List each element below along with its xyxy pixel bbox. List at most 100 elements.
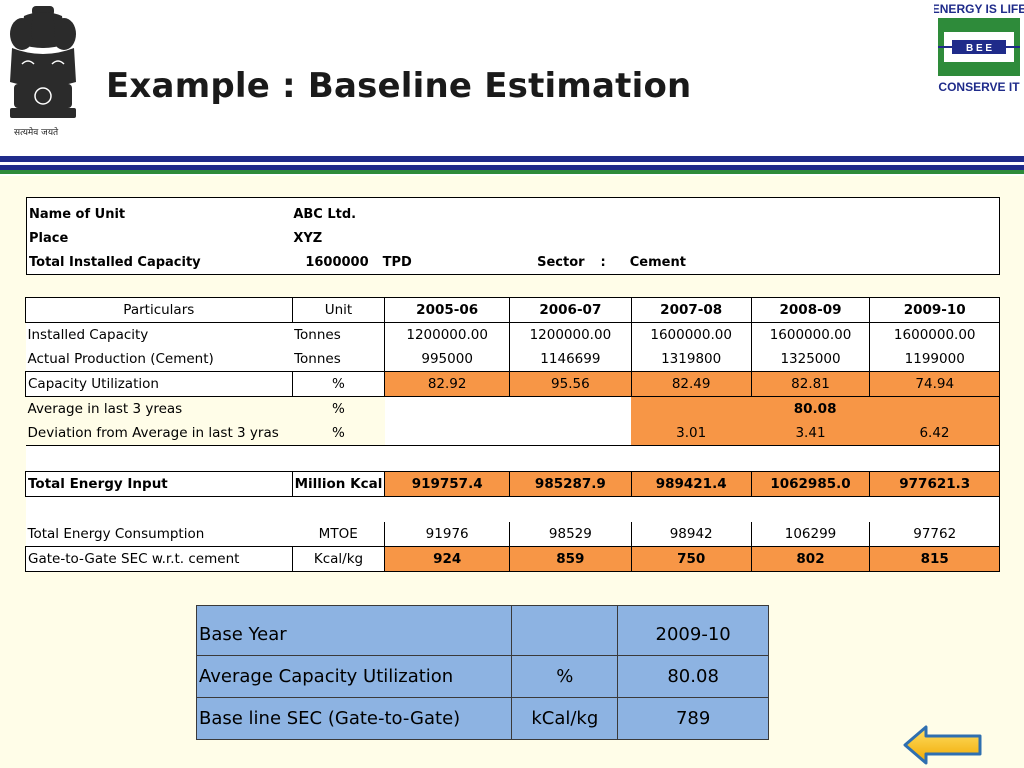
table-cell: 3.41	[751, 421, 870, 446]
table-cell: 82.92	[384, 371, 510, 397]
table-cell: 1146699	[508, 347, 632, 372]
table-cell: 977621.3	[869, 471, 1000, 497]
table-cell: 1062985.0	[750, 471, 871, 497]
deviation-row: Deviation from Average in last 3 yras % …	[25, 421, 1000, 446]
row-label: Average in last 3 yreas	[27, 401, 183, 417]
table-cell: 1325000	[750, 347, 870, 372]
row-label: Capacity Utilization	[25, 371, 293, 397]
table-cell: 1600000.00	[750, 322, 870, 347]
table-cell: 6.42	[869, 421, 1000, 446]
actual-production-row: Actual Production (Cement) Tonnes 995000…	[25, 347, 1000, 372]
sector-sep: :	[600, 254, 606, 270]
summary-label: Base line SEC (Gate-to-Gate)	[195, 697, 513, 740]
total-energy-input-row: Total Energy Input Million Kcal 919757.4…	[25, 471, 1000, 497]
col-header: 2008-09	[750, 297, 871, 323]
header-row: Particulars Unit 2005-06 2006-07 2007-08…	[25, 297, 1000, 323]
table-cell: 1200000.00	[384, 322, 510, 347]
average-value: 80.08	[631, 396, 1001, 421]
bee-logo-icon: ENERGY IS LIFE B E E CONSERVE IT	[934, 2, 1024, 94]
row-unit: %	[292, 421, 385, 446]
table-cell: 82.81	[750, 371, 871, 397]
unit-info-table: Name of Unit ABC Ltd. Place XYZ Total In…	[26, 197, 1000, 275]
place-value: XYZ	[293, 230, 323, 246]
capacity-label: Total Installed Capacity	[29, 254, 201, 270]
summary-row-baseline-sec: Base line SEC (Gate-to-Gate) kCal/kg 789	[195, 697, 769, 740]
table-cell: 919757.4	[384, 471, 510, 497]
row-label: Total Energy Input	[25, 471, 293, 497]
table-cell: 98529	[508, 522, 632, 547]
table-cell: 815	[869, 546, 1000, 572]
row-label: Gate-to-Gate SEC w.r.t. cement	[25, 546, 293, 572]
summary-label: Average Capacity Utilization	[195, 655, 513, 698]
capacity-row: Total Installed Capacity 1600000 TPD Sect…	[27, 250, 1000, 275]
row-label: Actual Production (Cement)	[25, 347, 293, 372]
table-cell: 750	[630, 546, 752, 572]
row-label: Deviation from Average in last 3 yras	[25, 421, 293, 446]
table-cell: 95.56	[508, 371, 632, 397]
total-energy-consumption-row: Total Energy Consumption MTOE 91976 9852…	[25, 522, 1000, 547]
place-row: Place XYZ	[27, 226, 1000, 250]
table-cell: 995000	[384, 347, 510, 372]
installed-capacity-row: Installed Capacity Tonnes 1200000.00 120…	[25, 322, 1000, 347]
row-unit: %	[332, 401, 345, 417]
col-header: Unit	[291, 297, 386, 323]
summary-row-avg-capacity: Average Capacity Utilization % 80.08	[195, 655, 769, 698]
capacity-value: 1600000	[305, 254, 369, 270]
table-cell: 1199000	[869, 347, 1000, 372]
row-label: Installed Capacity	[25, 322, 293, 347]
table-cell: 989421.4	[630, 471, 752, 497]
col-header: 2009-10	[869, 297, 1000, 323]
summary-unit: %	[511, 655, 619, 698]
row-unit: Million Kcal	[291, 471, 386, 497]
unit-name-row: Name of Unit ABC Ltd.	[27, 198, 1000, 227]
summary-unit	[511, 605, 619, 656]
summary-unit: kCal/kg	[511, 697, 619, 740]
table-cell: 1600000.00	[630, 322, 752, 347]
table-cell: 97762	[869, 522, 1000, 547]
logo-middle-text: B E E	[966, 43, 992, 54]
summary-row-base-year: Base Year 2009-10	[195, 605, 769, 656]
row-unit: Tonnes	[292, 347, 385, 372]
summary-label: Base Year	[195, 605, 513, 656]
row-unit: %	[291, 371, 386, 397]
baseline-summary-table: Base Year 2009-10 Average Capacity Utili…	[195, 605, 769, 740]
table-cell: 98942	[630, 522, 752, 547]
summary-value: 789	[617, 697, 769, 740]
gtg-sec-row: Gate-to-Gate SEC w.r.t. cement Kcal/kg 9…	[25, 546, 1000, 572]
table-cell: 985287.9	[508, 471, 632, 497]
table-cell: 1319800	[630, 347, 752, 372]
capacity-utilization-row: Capacity Utilization % 82.92 95.56 82.49…	[25, 371, 1000, 397]
col-header: Particulars	[25, 297, 293, 323]
summary-value: 2009-10	[617, 605, 769, 656]
table-cell: 106299	[750, 522, 870, 547]
row-unit: Kcal/kg	[291, 546, 386, 572]
table-cell: 1600000.00	[869, 322, 1000, 347]
table-cell: 859	[508, 546, 632, 572]
table-cell: 91976	[384, 522, 510, 547]
col-header: 2006-07	[508, 297, 632, 323]
baseline-data-table: Particulars Unit 2005-06 2006-07 2007-08…	[25, 297, 1001, 572]
table-cell: 82.49	[630, 371, 752, 397]
place-label: Place	[29, 230, 69, 246]
row-label: Total Energy Consumption	[25, 522, 293, 547]
col-header: 2005-06	[384, 297, 510, 323]
table-cell: 74.94	[869, 371, 1000, 397]
summary-value: 80.08	[617, 655, 769, 698]
logo-top-text: ENERGY IS LIFE	[934, 2, 1024, 16]
table-cell: 802	[750, 546, 871, 572]
unit-name-value: ABC Ltd.	[293, 206, 357, 222]
capacity-unit: TPD	[382, 254, 412, 270]
national-emblem-icon	[10, 6, 76, 118]
left-arrow-icon[interactable]	[902, 724, 984, 766]
sector-value: Cement	[629, 254, 686, 270]
row-unit: MTOE	[292, 522, 385, 547]
slide-title: Example : Baseline Estimation	[106, 66, 692, 106]
logo-bottom-text: CONSERVE IT	[938, 80, 1020, 94]
table-cell: 1200000.00	[508, 322, 632, 347]
col-header: 2007-08	[630, 297, 752, 323]
header-divider	[0, 156, 1024, 176]
average-row: Average in last 3 yreas % 80.08	[26, 396, 1001, 421]
unit-name-label: Name of Unit	[29, 206, 126, 222]
sector-label: Sector	[537, 254, 585, 270]
table-cell: 924	[384, 546, 510, 572]
